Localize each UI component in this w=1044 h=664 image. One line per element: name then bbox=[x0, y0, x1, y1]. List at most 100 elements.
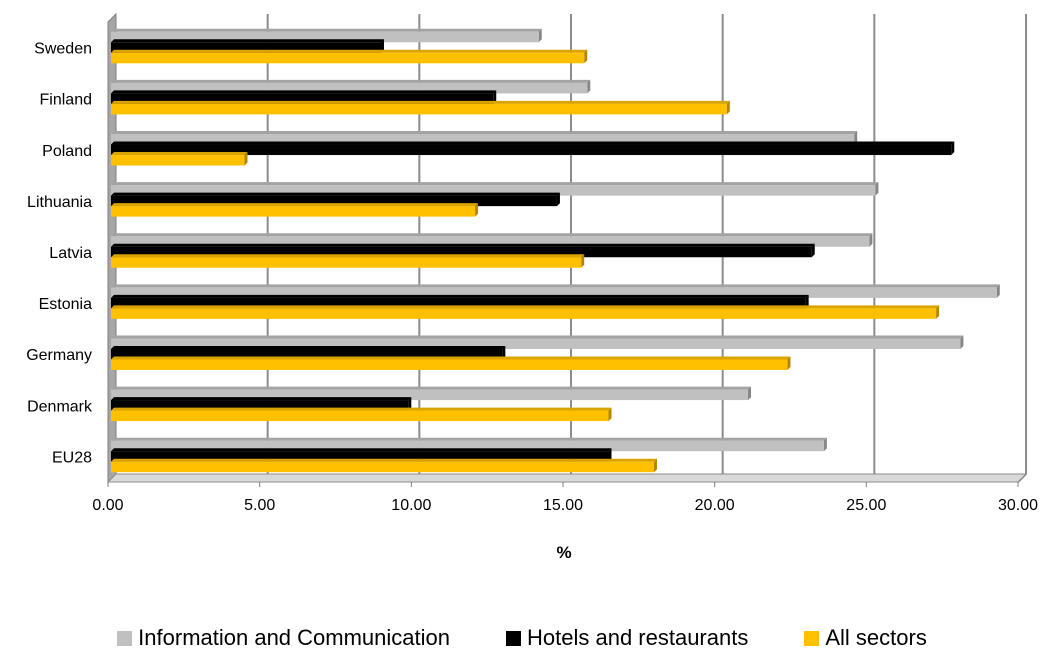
legend-label: Information and Communication bbox=[138, 625, 450, 650]
bar-top-face bbox=[111, 79, 591, 83]
legend-label: All sectors bbox=[825, 625, 927, 650]
bar-end-face bbox=[726, 100, 730, 115]
bar-top-face bbox=[111, 131, 858, 135]
bar bbox=[111, 400, 409, 411]
bar-end-face bbox=[748, 386, 752, 401]
x-tick-label: 30.00 bbox=[998, 497, 1038, 514]
bar bbox=[111, 185, 876, 196]
bar bbox=[111, 103, 727, 115]
bar-top-face bbox=[111, 254, 585, 258]
legend-label: Hotels and restaurants bbox=[527, 625, 749, 650]
bar bbox=[111, 287, 997, 298]
bar bbox=[111, 257, 582, 268]
bar-top-face bbox=[111, 386, 752, 390]
bar-end-face bbox=[584, 49, 588, 64]
bar-end-face bbox=[608, 407, 612, 422]
bar-end-face bbox=[608, 448, 612, 462]
bar-end-face bbox=[996, 284, 1000, 298]
legend: Information and Communication Hotels and … bbox=[0, 618, 1044, 658]
bar bbox=[111, 31, 539, 43]
bar-end-face bbox=[823, 437, 827, 452]
bar bbox=[111, 42, 381, 53]
bar-end-face bbox=[502, 345, 506, 360]
bar bbox=[111, 144, 952, 156]
category-label: Lithuania bbox=[27, 194, 92, 211]
bars bbox=[111, 28, 1000, 473]
bar-top-face bbox=[111, 437, 827, 441]
bar-top-face bbox=[111, 39, 384, 43]
bar bbox=[111, 348, 503, 360]
bar-end-face bbox=[951, 141, 955, 156]
bar bbox=[111, 82, 588, 94]
x-tick-label: 20.00 bbox=[695, 497, 735, 514]
bar-end-face bbox=[493, 90, 497, 104]
bar-top-face bbox=[111, 152, 248, 156]
bar-end-face bbox=[787, 356, 791, 370]
category-label: Denmark bbox=[27, 398, 93, 415]
bar-top-face bbox=[111, 182, 879, 186]
bar-top-face bbox=[111, 345, 506, 349]
bar-top-face bbox=[111, 294, 809, 298]
bar bbox=[111, 195, 557, 207]
bar bbox=[111, 134, 855, 145]
x-tick-label: 25.00 bbox=[846, 497, 886, 514]
bar-end-face bbox=[869, 233, 873, 247]
bar-top-face bbox=[111, 407, 612, 411]
bar-top-face bbox=[111, 356, 791, 360]
bar-end-face bbox=[805, 294, 809, 309]
x-axis-title: % bbox=[556, 543, 571, 562]
bar bbox=[111, 236, 870, 247]
x-tick-label: 15.00 bbox=[543, 497, 583, 514]
chart: 0.00 5.00 10.00 15.00 20.00 25.00 30.00 Sweden… bbox=[26, 12, 1038, 562]
bar bbox=[111, 410, 609, 422]
bar-end-face bbox=[587, 79, 591, 94]
x-tick-label: 0.00 bbox=[92, 497, 123, 514]
category-label: EU28 bbox=[52, 449, 92, 466]
bar-top-face bbox=[111, 233, 873, 237]
bar-top-face bbox=[111, 28, 542, 32]
category-label: Germany bbox=[26, 347, 92, 364]
floor bbox=[106, 473, 1028, 483]
bar-end-face bbox=[654, 458, 657, 473]
bar-end-face bbox=[475, 203, 479, 217]
x-tick-labels: 0.00 5.00 10.00 15.00 20.00 25.00 30.00 bbox=[92, 482, 1038, 514]
bar bbox=[111, 93, 494, 104]
bar-top-face bbox=[111, 243, 815, 247]
x-tick-label: 5.00 bbox=[244, 497, 275, 514]
bar bbox=[111, 308, 937, 319]
legend-item: Information and Communication bbox=[117, 625, 450, 651]
category-label: Poland bbox=[42, 143, 92, 160]
bar bbox=[111, 155, 245, 166]
category-labels: Sweden Finland Poland Lithuania Latvia Estoni… bbox=[26, 41, 93, 467]
bar-top-face bbox=[111, 305, 940, 309]
bar bbox=[111, 451, 609, 462]
bar-top-face bbox=[111, 397, 412, 401]
category-label: Latvia bbox=[49, 245, 92, 262]
legend-item: All sectors bbox=[804, 625, 927, 651]
bar-end-face bbox=[244, 152, 248, 166]
legend-swatch bbox=[804, 630, 820, 646]
bar bbox=[111, 359, 788, 370]
bar-end-face bbox=[538, 28, 542, 43]
bar-top-face bbox=[111, 100, 730, 104]
bar-top-face bbox=[111, 284, 1000, 288]
bar-top-face bbox=[111, 458, 657, 462]
bar-top-face bbox=[111, 49, 588, 53]
x-tick-label: 10.00 bbox=[391, 497, 431, 514]
bar bbox=[111, 297, 806, 309]
bar-top-face bbox=[111, 448, 612, 452]
bar bbox=[111, 440, 824, 452]
bar-top-face bbox=[111, 203, 479, 207]
bar-top-face bbox=[111, 141, 955, 145]
bar bbox=[111, 52, 585, 64]
bar bbox=[111, 461, 654, 473]
category-label: Estonia bbox=[39, 296, 92, 313]
legend-swatch bbox=[117, 630, 133, 646]
bar-end-face bbox=[960, 335, 964, 349]
bar-top-face bbox=[111, 90, 497, 94]
bar bbox=[111, 206, 476, 217]
legend-item: Hotels and restaurants bbox=[506, 625, 748, 651]
bar-top-face bbox=[111, 335, 964, 339]
bar-end-face bbox=[581, 254, 585, 268]
bar-end-face bbox=[854, 131, 858, 145]
